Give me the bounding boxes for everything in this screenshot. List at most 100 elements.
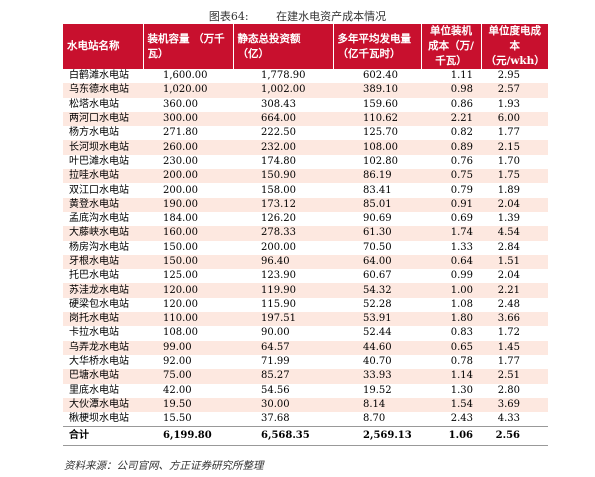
cell-generation: 64.00 bbox=[333, 254, 421, 270]
header-unit-energy-cost: 单位度电成本（元/wkh） bbox=[481, 24, 548, 69]
cell-station-name: 卡拉水电站 bbox=[63, 326, 143, 341]
cell-capacity: 360.00 bbox=[143, 97, 233, 112]
cell-generation: 54.32 bbox=[333, 283, 421, 298]
cell-unit-install-cost: 1.54 bbox=[421, 397, 481, 413]
cell-unit-install-cost: 0.64 bbox=[421, 254, 481, 270]
cell-generation: 53.91 bbox=[333, 312, 421, 327]
table-row: 拉哇水电站 200.00 150.90 86.19 0.75 1.75 bbox=[63, 169, 548, 184]
cell-capacity: 42.00 bbox=[143, 383, 233, 398]
table-row: 牙根水电站 150.00 96.40 64.00 0.64 1.51 bbox=[63, 254, 548, 270]
cell-investment: 119.90 bbox=[233, 283, 333, 298]
cell-station-name: 大藤峡水电站 bbox=[63, 226, 143, 241]
cell-unit-install-cost: 0.83 bbox=[421, 326, 481, 341]
cell-unit-energy-cost: 1.39 bbox=[481, 211, 548, 227]
table-row: 两河口水电站 300.00 664.00 110.62 2.21 6.00 bbox=[63, 111, 548, 127]
cell-station-name: 叶巴滩水电站 bbox=[63, 154, 143, 170]
cell-generation: 33.93 bbox=[333, 369, 421, 384]
cell-unit-energy-cost: 1.93 bbox=[481, 97, 548, 112]
cell-capacity: 19.50 bbox=[143, 397, 233, 413]
cell-unit-install-cost: 0.76 bbox=[421, 154, 481, 170]
cell-unit-install-cost: 1.30 bbox=[421, 383, 481, 398]
total-station-name: 合计 bbox=[63, 426, 143, 447]
cell-unit-energy-cost: 3.69 bbox=[481, 397, 548, 413]
cell-unit-install-cost: 0.65 bbox=[421, 340, 481, 355]
cell-investment: 1,778.90 bbox=[233, 69, 333, 84]
cell-capacity: 271.80 bbox=[143, 126, 233, 141]
cell-station-name: 长河坝水电站 bbox=[63, 140, 143, 155]
cell-capacity: 110.00 bbox=[143, 312, 233, 327]
cell-generation: 44.60 bbox=[333, 340, 421, 355]
cell-unit-install-cost: 1.80 bbox=[421, 312, 481, 327]
cell-capacity: 200.00 bbox=[143, 169, 233, 184]
cell-generation: 85.01 bbox=[333, 197, 421, 212]
cell-station-name: 硬梁包水电站 bbox=[63, 297, 143, 313]
cell-unit-install-cost: 1.74 bbox=[421, 226, 481, 241]
cell-investment: 278.33 bbox=[233, 226, 333, 241]
cell-station-name: 巴塘水电站 bbox=[63, 369, 143, 384]
cell-investment: 85.27 bbox=[233, 369, 333, 384]
cell-station-name: 白鹤滩水电站 bbox=[63, 69, 143, 84]
cell-unit-energy-cost: 1.72 bbox=[481, 326, 548, 341]
cell-station-name: 牙根水电站 bbox=[63, 254, 143, 270]
cell-unit-install-cost: 0.79 bbox=[421, 183, 481, 198]
cell-unit-energy-cost: 1.89 bbox=[481, 183, 548, 198]
header-generation: 多年平均发电量 （亿千瓦时） bbox=[333, 24, 422, 69]
cell-unit-install-cost: 1.14 bbox=[421, 369, 481, 384]
cell-generation: 8.70 bbox=[333, 412, 421, 427]
cell-unit-energy-cost: 2.80 bbox=[481, 383, 548, 398]
cell-unit-energy-cost: 1.77 bbox=[481, 354, 548, 370]
cell-investment: 90.00 bbox=[233, 326, 333, 341]
cell-unit-energy-cost: 2.15 bbox=[481, 140, 548, 155]
cell-capacity: 1,600.00 bbox=[143, 69, 233, 84]
cell-unit-energy-cost: 2.84 bbox=[481, 240, 548, 255]
cell-station-name: 楸梗坝水电站 bbox=[63, 412, 143, 427]
cell-investment: 200.00 bbox=[233, 240, 333, 255]
cell-capacity: 150.00 bbox=[143, 254, 233, 270]
cell-generation: 90.69 bbox=[333, 211, 421, 227]
cell-generation: 40.70 bbox=[333, 354, 421, 370]
total-capacity: 6,199.80 bbox=[143, 426, 233, 447]
cell-station-name: 乌东德水电站 bbox=[63, 83, 143, 98]
cell-station-name: 黄登水电站 bbox=[63, 197, 143, 212]
cell-capacity: 190.00 bbox=[143, 197, 233, 212]
total-generation: 2,569.13 bbox=[333, 426, 421, 447]
table-row: 乌东德水电站 1,020.00 1,002.00 389.10 0.98 2.57 bbox=[63, 83, 548, 98]
cell-unit-energy-cost: 1.51 bbox=[481, 254, 548, 270]
table-row: 杨方水电站 271.80 222.50 125.70 0.82 1.77 bbox=[63, 126, 548, 141]
table-row: 岗托水电站 110.00 197.51 53.91 1.80 3.66 bbox=[63, 312, 548, 327]
table-row: 长河坝水电站 260.00 232.00 108.00 0.89 2.15 bbox=[63, 140, 548, 155]
cell-unit-install-cost: 1.11 bbox=[421, 69, 481, 84]
cell-generation: 61.30 bbox=[333, 226, 421, 241]
cell-capacity: 108.00 bbox=[143, 326, 233, 341]
cell-unit-install-cost: 2.21 bbox=[421, 111, 481, 127]
cell-unit-energy-cost: 2.95 bbox=[481, 69, 548, 84]
cell-investment: 232.00 bbox=[233, 140, 333, 155]
cell-investment: 222.50 bbox=[233, 126, 333, 141]
total-investment: 6,568.35 bbox=[233, 426, 333, 447]
cell-investment: 1,002.00 bbox=[233, 83, 333, 98]
cell-station-name: 乌弄龙水电站 bbox=[63, 340, 143, 355]
cell-unit-energy-cost: 3.66 bbox=[481, 312, 548, 327]
cell-capacity: 120.00 bbox=[143, 283, 233, 298]
cell-unit-install-cost: 0.91 bbox=[421, 197, 481, 212]
cell-unit-install-cost: 0.86 bbox=[421, 97, 481, 112]
cell-capacity: 120.00 bbox=[143, 297, 233, 313]
table-row: 巴塘水电站 75.00 85.27 33.93 1.14 2.51 bbox=[63, 369, 548, 384]
table-row: 大伙潭水电站 19.50 30.00 8.14 1.54 3.69 bbox=[63, 397, 548, 413]
cell-station-name: 大华桥水电站 bbox=[63, 354, 143, 370]
cell-investment: 197.51 bbox=[233, 312, 333, 327]
cell-station-name: 岗托水电站 bbox=[63, 312, 143, 327]
cell-unit-install-cost: 0.89 bbox=[421, 140, 481, 155]
cell-unit-energy-cost: 1.45 bbox=[481, 340, 548, 355]
table-row: 大藤峡水电站 160.00 278.33 61.30 1.74 4.54 bbox=[63, 226, 548, 241]
cell-capacity: 230.00 bbox=[143, 154, 233, 170]
table-row: 楸梗坝水电站 15.50 37.68 8.70 2.43 4.33 bbox=[63, 412, 548, 427]
cell-unit-install-cost: 0.99 bbox=[421, 269, 481, 284]
cell-investment: 54.56 bbox=[233, 383, 333, 398]
cell-unit-install-cost: 0.78 bbox=[421, 354, 481, 370]
cell-capacity: 150.00 bbox=[143, 240, 233, 255]
header-row: 水电站名称 装机容量 （万千瓦） 静态总投资额 （亿） 多年平均发电量 （亿千瓦… bbox=[63, 24, 548, 69]
cell-investment: 115.90 bbox=[233, 297, 333, 313]
cell-unit-install-cost: 1.33 bbox=[421, 240, 481, 255]
cell-unit-install-cost: 1.08 bbox=[421, 297, 481, 313]
